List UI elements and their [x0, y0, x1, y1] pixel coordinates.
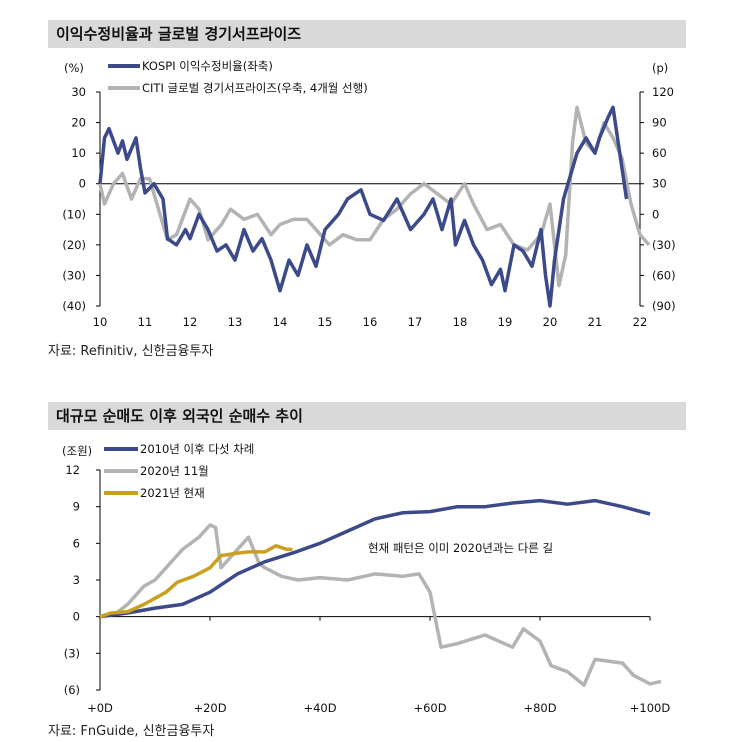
y-tick-label: 6	[73, 536, 80, 550]
y-tick-label: (30)	[62, 268, 86, 282]
y-tick-label: 9	[73, 500, 80, 514]
y2-tick-label: 120	[652, 85, 674, 99]
series-line-1	[98, 105, 651, 288]
y-tick-label: 20	[71, 116, 86, 130]
y-tick-label: 0	[79, 177, 86, 191]
x-tick-label: +60D	[413, 701, 446, 715]
y-unit: (조원)	[62, 444, 92, 458]
y2-tick-label: (30)	[652, 238, 676, 252]
x-tick-label: 14	[273, 315, 288, 329]
x-tick-label: 11	[138, 315, 153, 329]
x-tick-label: 20	[543, 315, 558, 329]
x-tick-label: 17	[408, 315, 423, 329]
legend-label: 2021년 현재	[140, 486, 205, 500]
y-tick-label: (6)	[64, 683, 80, 697]
x-tick-label: +20D	[193, 701, 226, 715]
y-tick-label: (40)	[62, 299, 86, 313]
y-tick-label: (10)	[62, 207, 86, 221]
y-tick-label: 3	[73, 573, 80, 587]
x-tick-label: 12	[183, 315, 198, 329]
y2-tick-label: (60)	[652, 268, 676, 282]
y2-tick-label: 60	[652, 146, 667, 160]
legend-label: 2020년 11월	[140, 464, 209, 478]
legend-label: KOSPI 이익수정비율(좌축)	[142, 59, 273, 73]
x-tick-label: 22	[633, 315, 648, 329]
y2-tick-label: 0	[652, 207, 659, 221]
series-line-0	[99, 498, 651, 619]
right-unit: (p)	[652, 61, 668, 75]
annotation: 현재 패턴은 이미 2020년과는 다른 길	[368, 541, 553, 555]
y-tick-label: 0	[73, 610, 80, 624]
chart2-source: 자료: FnGuide, 신한금융투자	[48, 724, 215, 739]
chart1-source: 자료: Refinitiv, 신한금융투자	[48, 344, 214, 359]
y-tick-label: 12	[65, 463, 80, 477]
x-tick-label: 19	[498, 315, 513, 329]
x-tick-label: +40D	[303, 701, 336, 715]
y-tick-label: (3)	[64, 646, 80, 660]
x-tick-label: 13	[228, 315, 243, 329]
series-line-1	[99, 523, 662, 687]
x-tick-label: +80D	[523, 701, 556, 715]
x-tick-label: 10	[93, 315, 108, 329]
x-tick-label: +100D	[630, 701, 671, 715]
chart1-title: 이익수정비율과 글로벌 경기서프라이즈	[48, 20, 686, 48]
y-tick-label: 30	[71, 85, 86, 99]
y-tick-label: (20)	[62, 238, 86, 252]
series-line-2	[99, 544, 293, 619]
y2-tick-label: 90	[652, 116, 667, 130]
x-tick-label: 15	[318, 315, 333, 329]
legend-label: CITI 글로벌 경기서프라이즈(우축, 4개월 선행)	[142, 81, 368, 95]
chart1: (%) (p) 30 20 10 0 (10) (20) (30) (40) 120 90 60 30 0 (…	[62, 59, 676, 329]
y2-tick-label: 30	[652, 177, 667, 191]
x-tick-label: +0D	[87, 701, 113, 715]
y2-tick-label: (90)	[652, 299, 676, 313]
chart2-title: 대규모 순매도 이후 외국인 순매수 추이	[48, 402, 686, 430]
y-tick-label: 10	[71, 146, 86, 160]
x-tick-label: 21	[588, 315, 603, 329]
left-unit: (%)	[64, 61, 84, 75]
legend-label: 2010년 이후 다섯 차례	[140, 442, 254, 456]
x-tick-label: 16	[363, 315, 378, 329]
x-tick-label: 18	[453, 315, 468, 329]
series-line-0	[98, 105, 629, 308]
